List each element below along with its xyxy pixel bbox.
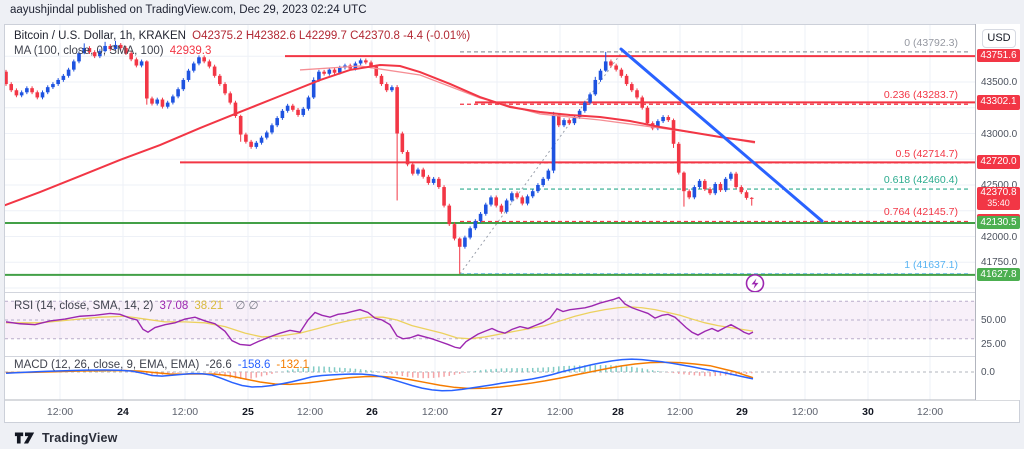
ma-label: MA (100, close, 0, SMA, 100) (14, 45, 164, 57)
indicator-value: 38.21 (194, 300, 224, 312)
published-byline: aayushjindal published on TradingView.co… (10, 4, 367, 16)
price-line-label: 42130.5 (977, 216, 1020, 230)
current-price-label: 42370.8 35:40 (977, 186, 1020, 210)
rsi-empty-values: ∅ ∅ (235, 300, 259, 312)
fib-level-label[interactable]: 0.764 (42145.7) (883, 206, 958, 219)
rsi-values: 37.08 38.21 (160, 300, 230, 312)
time-tick-day: 24 (117, 406, 129, 418)
price-axis-tick: 43500.0 (981, 77, 1018, 88)
indicator-value: -158.6 (237, 359, 271, 371)
time-tick-day: 26 (366, 406, 378, 418)
rsi-axis-tick: 25.00 (981, 338, 1007, 350)
indicator-value: -132.1 (276, 359, 309, 371)
rsi-legend[interactable]: RSI (14, close, SMA, 14, 2) 37.08 38.21 ∅… (14, 298, 259, 312)
time-tick-hour: 12:00 (296, 406, 324, 418)
time-tick-hour: 12:00 (546, 406, 574, 418)
price-axis-tick: 42000.0 (981, 231, 1018, 243)
price-axis[interactable]: USD 43500.0 43000.0 42500.0 42000.0 41750.0 4… (975, 24, 1020, 400)
countdown-timer: 35:40 (987, 198, 1010, 209)
macd-axis-tick: 0.0 (981, 367, 995, 378)
price-line-label: 43751.6 (977, 49, 1020, 63)
fib-level-label[interactable]: 0.618 (42460.4) (883, 174, 958, 187)
symbol-legend[interactable]: Bitcoin / U.S. Dollar, 1h, KRAKEN O42375… (14, 30, 470, 42)
fib-level-label[interactable]: 0.236 (43283.7) (883, 89, 958, 102)
tradingview-footer: TradingView (14, 428, 118, 448)
price-line-label: 41627.8 (977, 267, 1020, 281)
price-line-label: 42720.0 (977, 155, 1020, 169)
time-tick-hour: 12:00 (666, 406, 694, 418)
time-axis[interactable]: 12:00 24 12:00 25 12:00 26 12:00 27 12:00 28 12:00… (5, 401, 975, 422)
time-tick-hour: 12:00 (171, 406, 199, 418)
price-line-label: 43302.1 (977, 95, 1020, 109)
indicator-value: -26.6 (205, 359, 232, 371)
ma-legend[interactable]: MA (100, close, 0, SMA, 100) 42939.3 (14, 45, 211, 57)
time-tick-hour: 12:00 (791, 406, 819, 418)
price-axis-tick: 41750.0 (981, 257, 1018, 269)
macd-values: -26.6 -158.6 -132.1 (206, 359, 315, 371)
time-tick-day: 25 (242, 406, 254, 418)
time-tick-hour: 12:00 (916, 406, 944, 418)
macd-label: MACD (12, 26, close, 9, EMA, EMA) (14, 359, 200, 371)
time-tick-hour: 12:00 (421, 406, 449, 418)
indicator-value: 37.08 (159, 300, 189, 312)
macd-legend[interactable]: MACD (12, 26, close, 9, EMA, EMA) -26.6-… (14, 359, 315, 371)
fib-level-label[interactable]: 0 (43792.3) (904, 36, 958, 49)
ma-value: 42939.3 (169, 45, 212, 57)
rsi-label: RSI (14, close, SMA, 14, 2) (14, 300, 154, 312)
time-tick-day: 28 (612, 406, 624, 418)
time-tick-hour: 12:00 (46, 406, 74, 418)
fib-level-label[interactable]: 1 (41637.1) (904, 258, 958, 271)
time-tick-day: 30 (862, 406, 874, 418)
time-tick-day: 27 (491, 406, 503, 418)
rsi-axis-tick: 50.00 (981, 315, 1007, 326)
price-axis-tick: 43000.0 (981, 128, 1018, 140)
price-axis-tick: 42500.0 (981, 180, 1018, 191)
fib-level-label[interactable]: 0.5 (42714.7) (895, 147, 958, 160)
currency-button[interactable]: USD (982, 29, 1016, 48)
tradingview-brand[interactable]: TradingView (42, 431, 118, 445)
symbol-title: Bitcoin / U.S. Dollar, 1h, KRAKEN (14, 30, 186, 42)
time-tick-day: 29 (736, 406, 748, 418)
tradingview-logo-icon[interactable] (14, 429, 36, 447)
ohlc-values: O42375.2 H42382.6 L42299.7 C42370.8 -4.4… (192, 30, 471, 42)
